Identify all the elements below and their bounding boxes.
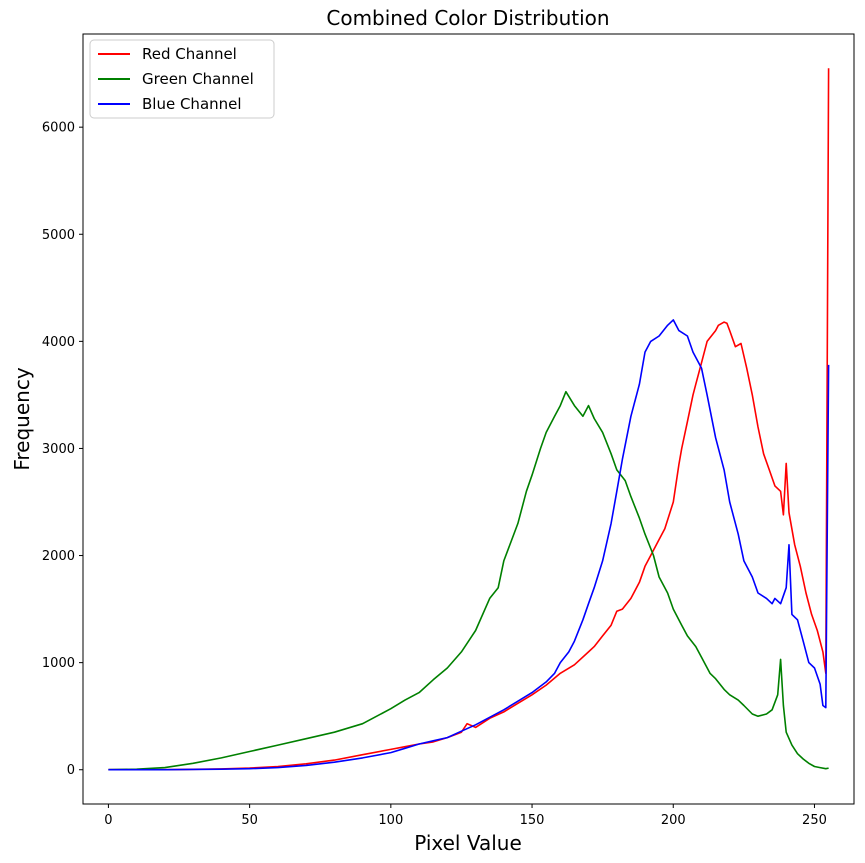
x-tick-label: 50 xyxy=(241,813,258,828)
legend-label: Blue Channel xyxy=(142,95,242,113)
series-line-red-channel xyxy=(108,68,830,771)
y-tick-label: 5000 xyxy=(42,228,75,243)
x-tick-label: 200 xyxy=(661,813,686,828)
x-axis-label: Pixel Value xyxy=(414,831,522,855)
plot-area xyxy=(108,68,830,771)
y-axis-label: Frequency xyxy=(10,367,34,470)
legend-box xyxy=(89,39,275,119)
legend-label: Red Channel xyxy=(142,45,237,63)
chart-title: Combined Color Distribution xyxy=(326,6,609,30)
legend: Red Channel Green Channel Blue Channel xyxy=(89,39,275,119)
x-tick-label: 250 xyxy=(802,813,827,828)
series-line-blue-channel xyxy=(108,319,830,771)
axes-frame xyxy=(82,33,855,805)
y-tick-label: 3000 xyxy=(42,442,75,457)
series-line-green-channel xyxy=(108,390,829,771)
y-tick-label: 0 xyxy=(67,763,75,778)
y-axis: 0 1000 2000 3000 4000 5000 6000 xyxy=(42,121,83,778)
x-tick-label: 150 xyxy=(520,813,545,828)
x-tick-label: 100 xyxy=(378,813,403,828)
y-tick-label: 2000 xyxy=(42,549,75,564)
legend-label: Green Channel xyxy=(142,70,254,88)
y-tick-label: 4000 xyxy=(42,335,75,350)
x-tick-label: 0 xyxy=(104,813,112,828)
y-tick-label: 1000 xyxy=(42,656,75,671)
x-axis: 0 50 100 150 200 250 xyxy=(104,804,827,828)
y-tick-label: 6000 xyxy=(42,121,75,136)
